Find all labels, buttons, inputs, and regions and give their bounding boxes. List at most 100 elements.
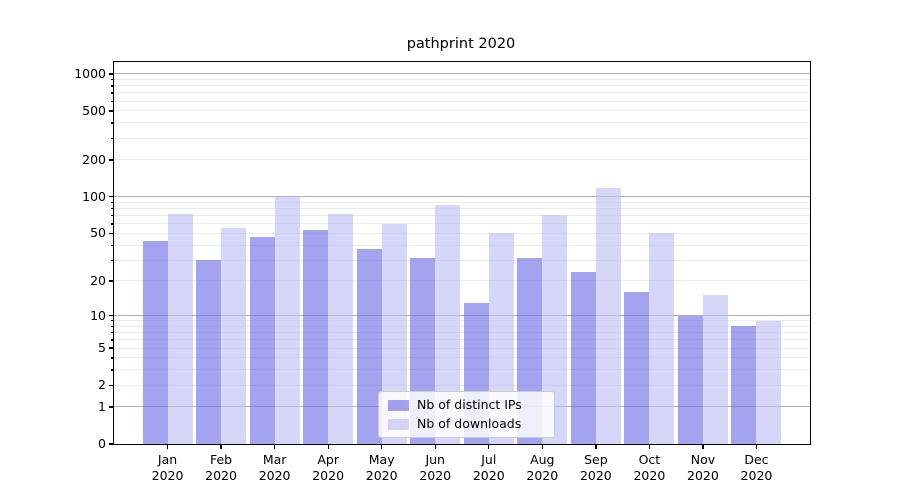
x-tick-label-line: 2020 (687, 467, 719, 483)
legend: Nb of distinct IPs Nb of downloads (378, 391, 555, 438)
gridline-minor (114, 320, 810, 322)
x-tick-label: Aug 2020 (510, 452, 574, 483)
gridline-minor (114, 208, 810, 210)
x-tick-label-line: Jan (157, 452, 178, 467)
x-tick-mark (488, 445, 490, 449)
bar-distinct-ips (303, 230, 329, 444)
y-minor-tick-mark (111, 122, 114, 124)
x-tick-label-line: May (368, 452, 395, 467)
gridline-minor (114, 223, 810, 225)
y-minor-tick-mark (111, 384, 114, 386)
bar-distinct-ips (624, 292, 650, 444)
bar-downloads (274, 196, 300, 444)
y-minor-tick-mark (111, 357, 114, 359)
x-tick-label-line: 2020 (365, 467, 398, 483)
x-tick-label-line: 2020 (151, 467, 184, 483)
y-minor-tick-mark (111, 201, 114, 204)
bar-distinct-ips (731, 326, 757, 444)
y-minor-tick-mark (111, 110, 114, 112)
x-tick-label: Jul 2020 (457, 452, 521, 483)
x-tick-label-line: Nov (690, 452, 716, 467)
x-tick-label-line: Feb (209, 452, 233, 467)
x-tick-label-line: Apr (317, 452, 339, 467)
x-tick-label: Mar 2020 (243, 452, 307, 483)
gridline-minor (114, 259, 810, 261)
x-tick-mark (434, 445, 436, 449)
x-tick-label-line: Oct (638, 452, 661, 467)
x-tick-label: Oct 2020 (617, 452, 681, 483)
bar-distinct-ips (142, 241, 168, 444)
x-tick-label: Sep 2020 (564, 452, 628, 483)
y-minor-tick-mark (111, 223, 114, 225)
y-tick-label: 0 (98, 436, 106, 451)
legend-swatch-downloads (388, 418, 409, 430)
x-tick-mark (595, 445, 597, 449)
y-minor-tick-mark (111, 332, 114, 334)
gridline-minor (114, 384, 810, 386)
x-tick-mark (755, 445, 758, 449)
y-tick-label: 100 (82, 188, 106, 204)
gridline-minor (114, 232, 810, 234)
gridline-minor (114, 332, 810, 334)
x-tick-mark (648, 445, 651, 449)
y-tick-label: 20 (90, 272, 106, 288)
gridline-minor (114, 78, 810, 80)
y-tick-label: 50 (90, 225, 106, 241)
y-tick-mark (109, 314, 114, 317)
gridline-minor (114, 357, 810, 359)
gridline-minor (114, 244, 810, 246)
y-minor-tick-mark (111, 78, 114, 81)
bar-downloads (328, 214, 354, 444)
bar-distinct-ips (570, 271, 596, 444)
bar-distinct-ips (356, 249, 382, 444)
y-minor-tick-mark (111, 347, 114, 349)
legend-swatch-distinct-ips (388, 399, 409, 411)
legend-item-distinct-ips: Nb of distinct IPs (388, 398, 546, 412)
y-tick-label: 500 (82, 102, 106, 118)
x-tick-label: Apr 2020 (296, 452, 360, 483)
x-tick-label: Dec 2020 (724, 452, 788, 483)
y-minor-tick-mark (111, 215, 114, 217)
gridline-major (114, 196, 810, 198)
x-tick-mark (220, 445, 222, 449)
plot-area: Nb of distinct IPs Nb of downloads (113, 61, 811, 445)
gridline-minor (114, 369, 810, 371)
bar-downloads (595, 187, 621, 444)
y-tick-mark (109, 406, 114, 408)
bar-downloads (221, 228, 247, 444)
y-tick-mark (109, 73, 114, 75)
x-tick-label: Jan 2020 (136, 452, 200, 483)
legend-label: Nb of downloads (417, 416, 522, 431)
bar-downloads (167, 214, 193, 444)
y-tick-label: 200 (82, 151, 106, 167)
y-minor-tick-mark (111, 137, 114, 140)
x-tick-label-line: 2020 (579, 467, 612, 483)
x-tick-label-line: 2020 (205, 467, 237, 483)
x-tick-label: Nov 2020 (671, 452, 735, 483)
y-tick-label: 2 (98, 377, 106, 393)
x-tick-label-line: 2020 (419, 467, 452, 483)
y-minor-tick-mark (111, 232, 114, 235)
bar-distinct-ips (677, 315, 703, 444)
x-tick-label-line: 2020 (312, 467, 345, 483)
y-minor-tick-mark (111, 159, 114, 161)
y-minor-tick-mark (111, 259, 114, 261)
gridline-minor (114, 339, 810, 341)
chart-title: pathprint 2020 (406, 36, 516, 52)
x-tick-label: Jun 2020 (403, 452, 467, 483)
bar-downloads (649, 233, 675, 444)
y-minor-tick-mark (111, 208, 114, 210)
x-tick-mark (541, 445, 543, 449)
gridline-major (114, 73, 810, 75)
y-minor-tick-mark (111, 100, 114, 102)
gridline-minor (114, 137, 810, 139)
x-tick-mark (327, 445, 329, 449)
y-minor-tick-mark (111, 85, 114, 87)
gridline-minor (114, 85, 810, 87)
x-tick-label: Feb 2020 (189, 452, 253, 483)
y-minor-tick-mark (111, 339, 114, 341)
legend-label: Nb of distinct IPs (417, 397, 522, 412)
x-tick-mark (274, 445, 276, 449)
x-tick-mark (381, 445, 383, 449)
